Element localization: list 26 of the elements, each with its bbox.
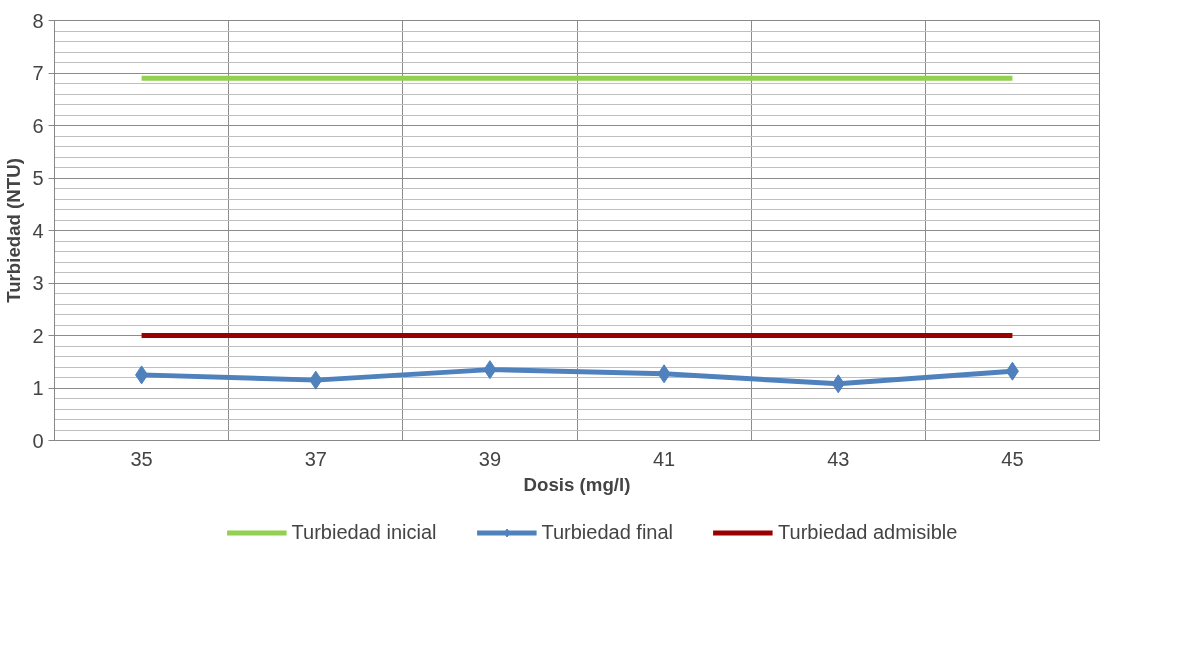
x-tick-label: 41 — [652, 447, 676, 470]
legend-label: Turbiedad admisible — [778, 520, 958, 544]
x-tick-label: 43 — [827, 447, 850, 470]
legend-label: Turbiedad final — [541, 520, 674, 544]
x-tick-label: 39 — [478, 447, 502, 470]
y-tick-label: 3 — [32, 272, 44, 294]
y-tick-label: 8 — [32, 9, 44, 32]
x-tick-label: 45 — [1001, 447, 1024, 470]
y-tick-label: 2 — [32, 324, 44, 347]
point — [657, 364, 671, 384]
y-tick-label: 5 — [32, 167, 44, 189]
legend-label: Turbiedad inicial — [291, 520, 437, 544]
point — [831, 374, 845, 394]
y-tick-label: 7 — [32, 62, 44, 84]
x-axis-title: Dosis (mg/l) — [523, 473, 631, 495]
y-tick-label: 0 — [32, 429, 44, 452]
point — [1005, 361, 1019, 381]
y-tick-label: 4 — [32, 219, 44, 242]
y-tick-label: 1 — [32, 377, 44, 399]
point — [135, 365, 149, 385]
x-tick-label: 37 — [304, 447, 327, 470]
y-axis-title: Turbiedad (NTU) — [3, 158, 25, 303]
y-tick-label: 6 — [32, 114, 44, 137]
point — [309, 370, 323, 390]
x-tick-label: 35 — [130, 447, 153, 470]
point — [483, 360, 497, 380]
